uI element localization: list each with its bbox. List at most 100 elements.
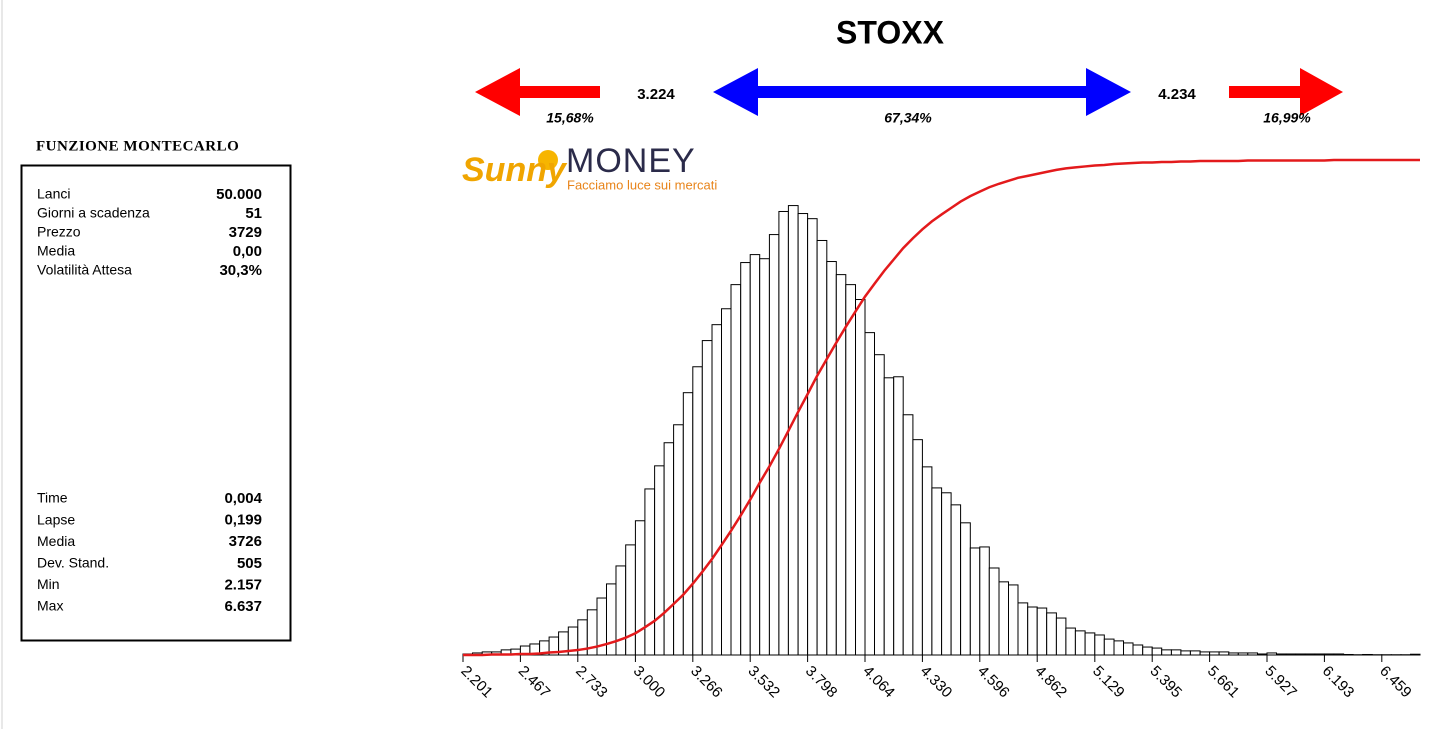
bar <box>664 443 673 655</box>
bar <box>980 547 989 655</box>
bar <box>884 378 893 655</box>
input-label: Lanci <box>37 186 70 202</box>
input-label: Volatilità Attesa <box>37 262 132 278</box>
output-value: 3726 <box>229 533 262 550</box>
bar <box>1037 608 1046 655</box>
input-label: Giorni a scadenza <box>37 205 150 221</box>
bar <box>1133 645 1143 655</box>
bar <box>903 415 913 655</box>
output-label: Media <box>37 533 75 549</box>
bar <box>1056 618 1065 655</box>
bar <box>951 505 960 655</box>
panel-title: FUNZIONE MONTECARLO <box>36 138 239 154</box>
chart-title: STOXX <box>836 14 945 50</box>
bar <box>702 341 712 655</box>
bar <box>769 235 778 655</box>
bar <box>1028 607 1037 655</box>
bar <box>865 333 874 655</box>
input-value: 3729 <box>229 224 262 241</box>
x-tick-label: 2.733 <box>572 663 611 702</box>
below-pct: 15,68% <box>546 110 594 126</box>
bar <box>961 523 971 655</box>
bar <box>1162 650 1172 655</box>
bar <box>1066 628 1075 655</box>
output-value: 6.637 <box>224 598 262 615</box>
bar <box>722 309 731 655</box>
output-label: Max <box>37 598 63 614</box>
bar <box>626 545 636 655</box>
x-tick-label: 5.661 <box>1204 663 1243 702</box>
bar <box>1047 613 1057 655</box>
input-label: Media <box>37 243 75 259</box>
x-tick-label: 3.266 <box>687 663 726 702</box>
output-label: Lapse <box>37 511 75 527</box>
bar <box>635 521 644 655</box>
x-tick-label: 4.330 <box>917 663 956 702</box>
bar <box>1018 603 1028 655</box>
input-value: 0,00 <box>233 243 262 260</box>
x-tick-label: 5.395 <box>1147 663 1186 702</box>
bar <box>856 300 865 655</box>
logo-brand-1: Sunny <box>462 151 568 189</box>
bar <box>808 219 817 655</box>
output-value: 0,004 <box>224 490 262 507</box>
bar <box>1124 643 1133 655</box>
bar <box>1152 648 1161 655</box>
lower-bound: 3.224 <box>637 86 675 103</box>
bar <box>1085 633 1095 655</box>
bar <box>970 548 979 655</box>
bar <box>989 568 999 655</box>
bar <box>1181 651 1190 655</box>
x-tick-label: 4.596 <box>974 663 1013 702</box>
bar <box>846 285 856 655</box>
bar <box>1075 631 1085 655</box>
x-tick-label: 4.862 <box>1032 663 1071 702</box>
bar <box>731 285 741 655</box>
bar <box>922 467 931 655</box>
logo-tagline: Facciamo luce sui mercati <box>567 177 717 192</box>
bar <box>999 582 1008 655</box>
input-label: Prezzo <box>37 224 81 240</box>
bar <box>1009 585 1018 655</box>
bar <box>1143 647 1152 655</box>
bar <box>760 259 770 655</box>
bar <box>827 262 836 655</box>
output-label: Dev. Stand. <box>37 555 109 571</box>
bar <box>817 240 827 655</box>
output-value: 505 <box>237 555 262 572</box>
bar <box>693 367 702 655</box>
x-tick-label: 6.193 <box>1319 663 1358 702</box>
upper-bound: 4.234 <box>1158 86 1196 103</box>
output-value: 2.157 <box>224 576 262 593</box>
input-value: 50.000 <box>216 186 262 203</box>
bar <box>683 393 692 655</box>
bar <box>750 255 759 655</box>
bar <box>1190 651 1200 655</box>
bar <box>836 275 845 655</box>
bar <box>645 489 655 655</box>
bar <box>932 488 942 655</box>
x-tick-label: 2.467 <box>515 663 554 702</box>
x-tick-label: 6.459 <box>1376 663 1415 702</box>
logo-brand-2: MONEY <box>566 142 696 180</box>
input-value: 30,3% <box>219 262 262 279</box>
bar <box>942 493 951 655</box>
bar <box>894 377 903 655</box>
output-value: 0,199 <box>224 512 262 529</box>
x-tick-label: 3.000 <box>630 663 669 702</box>
bar <box>712 325 721 655</box>
bar <box>674 425 684 655</box>
input-value: 51 <box>245 205 262 222</box>
output-label: Min <box>37 576 60 592</box>
x-tick-label: 5.927 <box>1261 663 1300 702</box>
inside-pct: 67,34% <box>884 110 932 126</box>
x-tick-label: 2.201 <box>457 663 496 702</box>
x-tick-label: 5.129 <box>1089 663 1128 702</box>
bar <box>798 214 807 655</box>
bar <box>1171 650 1180 655</box>
x-tick-label: 3.532 <box>745 663 784 702</box>
output-label: Time <box>37 490 68 506</box>
x-tick-label: 3.798 <box>802 663 841 702</box>
